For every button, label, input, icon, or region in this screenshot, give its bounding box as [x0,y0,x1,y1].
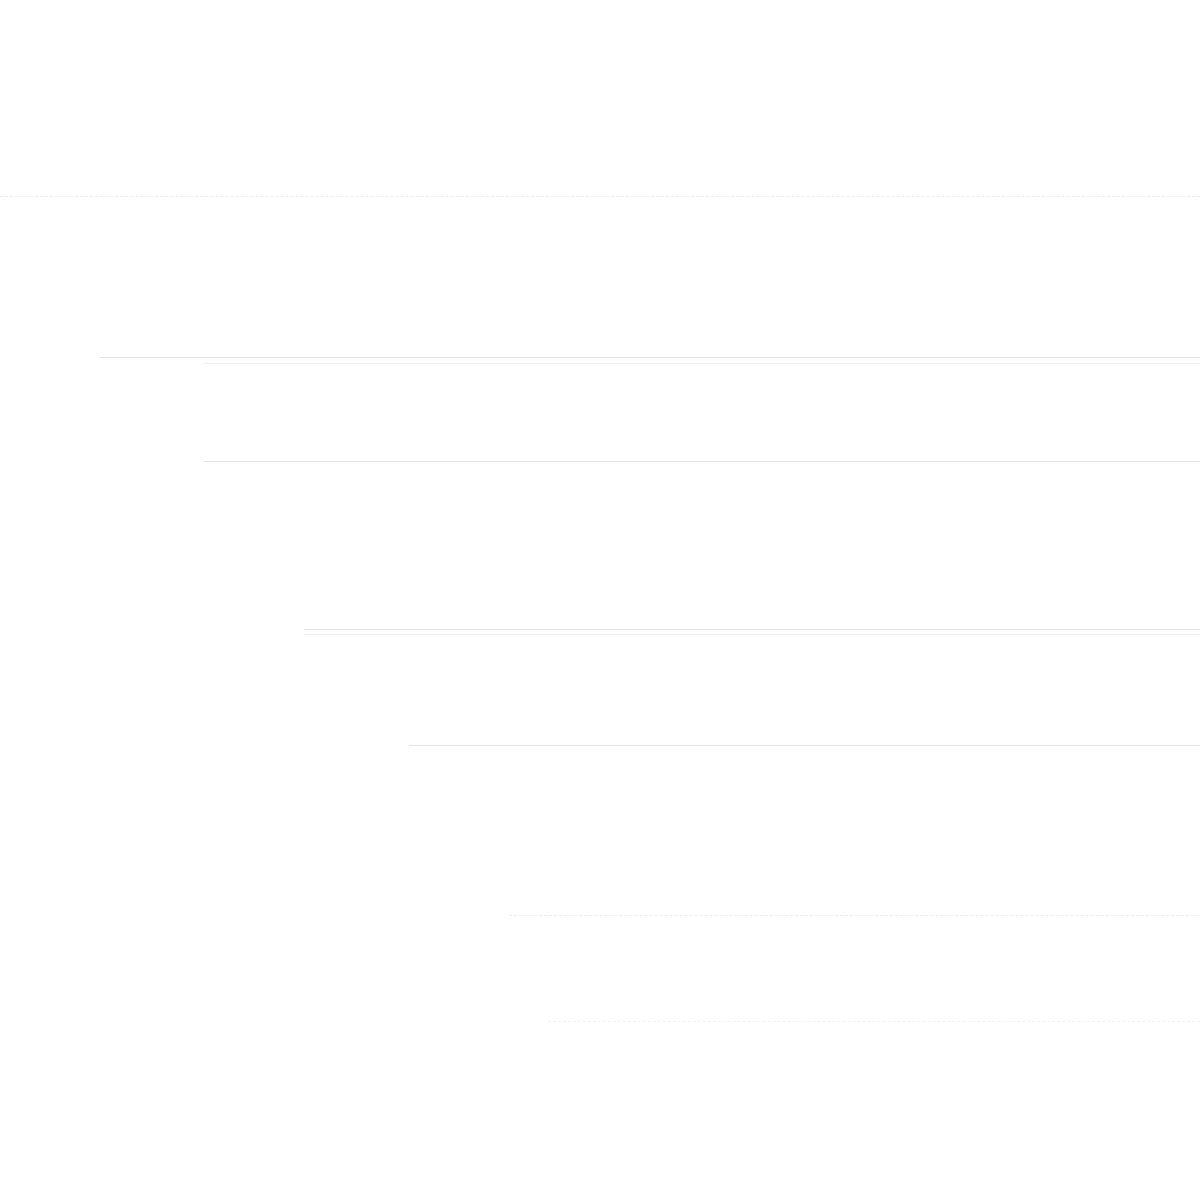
divider-line [204,461,1200,462]
divider-line [304,634,1200,635]
divider-line [204,363,1200,364]
divider-line [548,1021,1200,1022]
divider-line [409,745,1200,746]
divider-line [304,629,1200,630]
divider-line [0,196,1200,197]
divider-line [509,915,1199,916]
divider-line [100,357,1200,358]
